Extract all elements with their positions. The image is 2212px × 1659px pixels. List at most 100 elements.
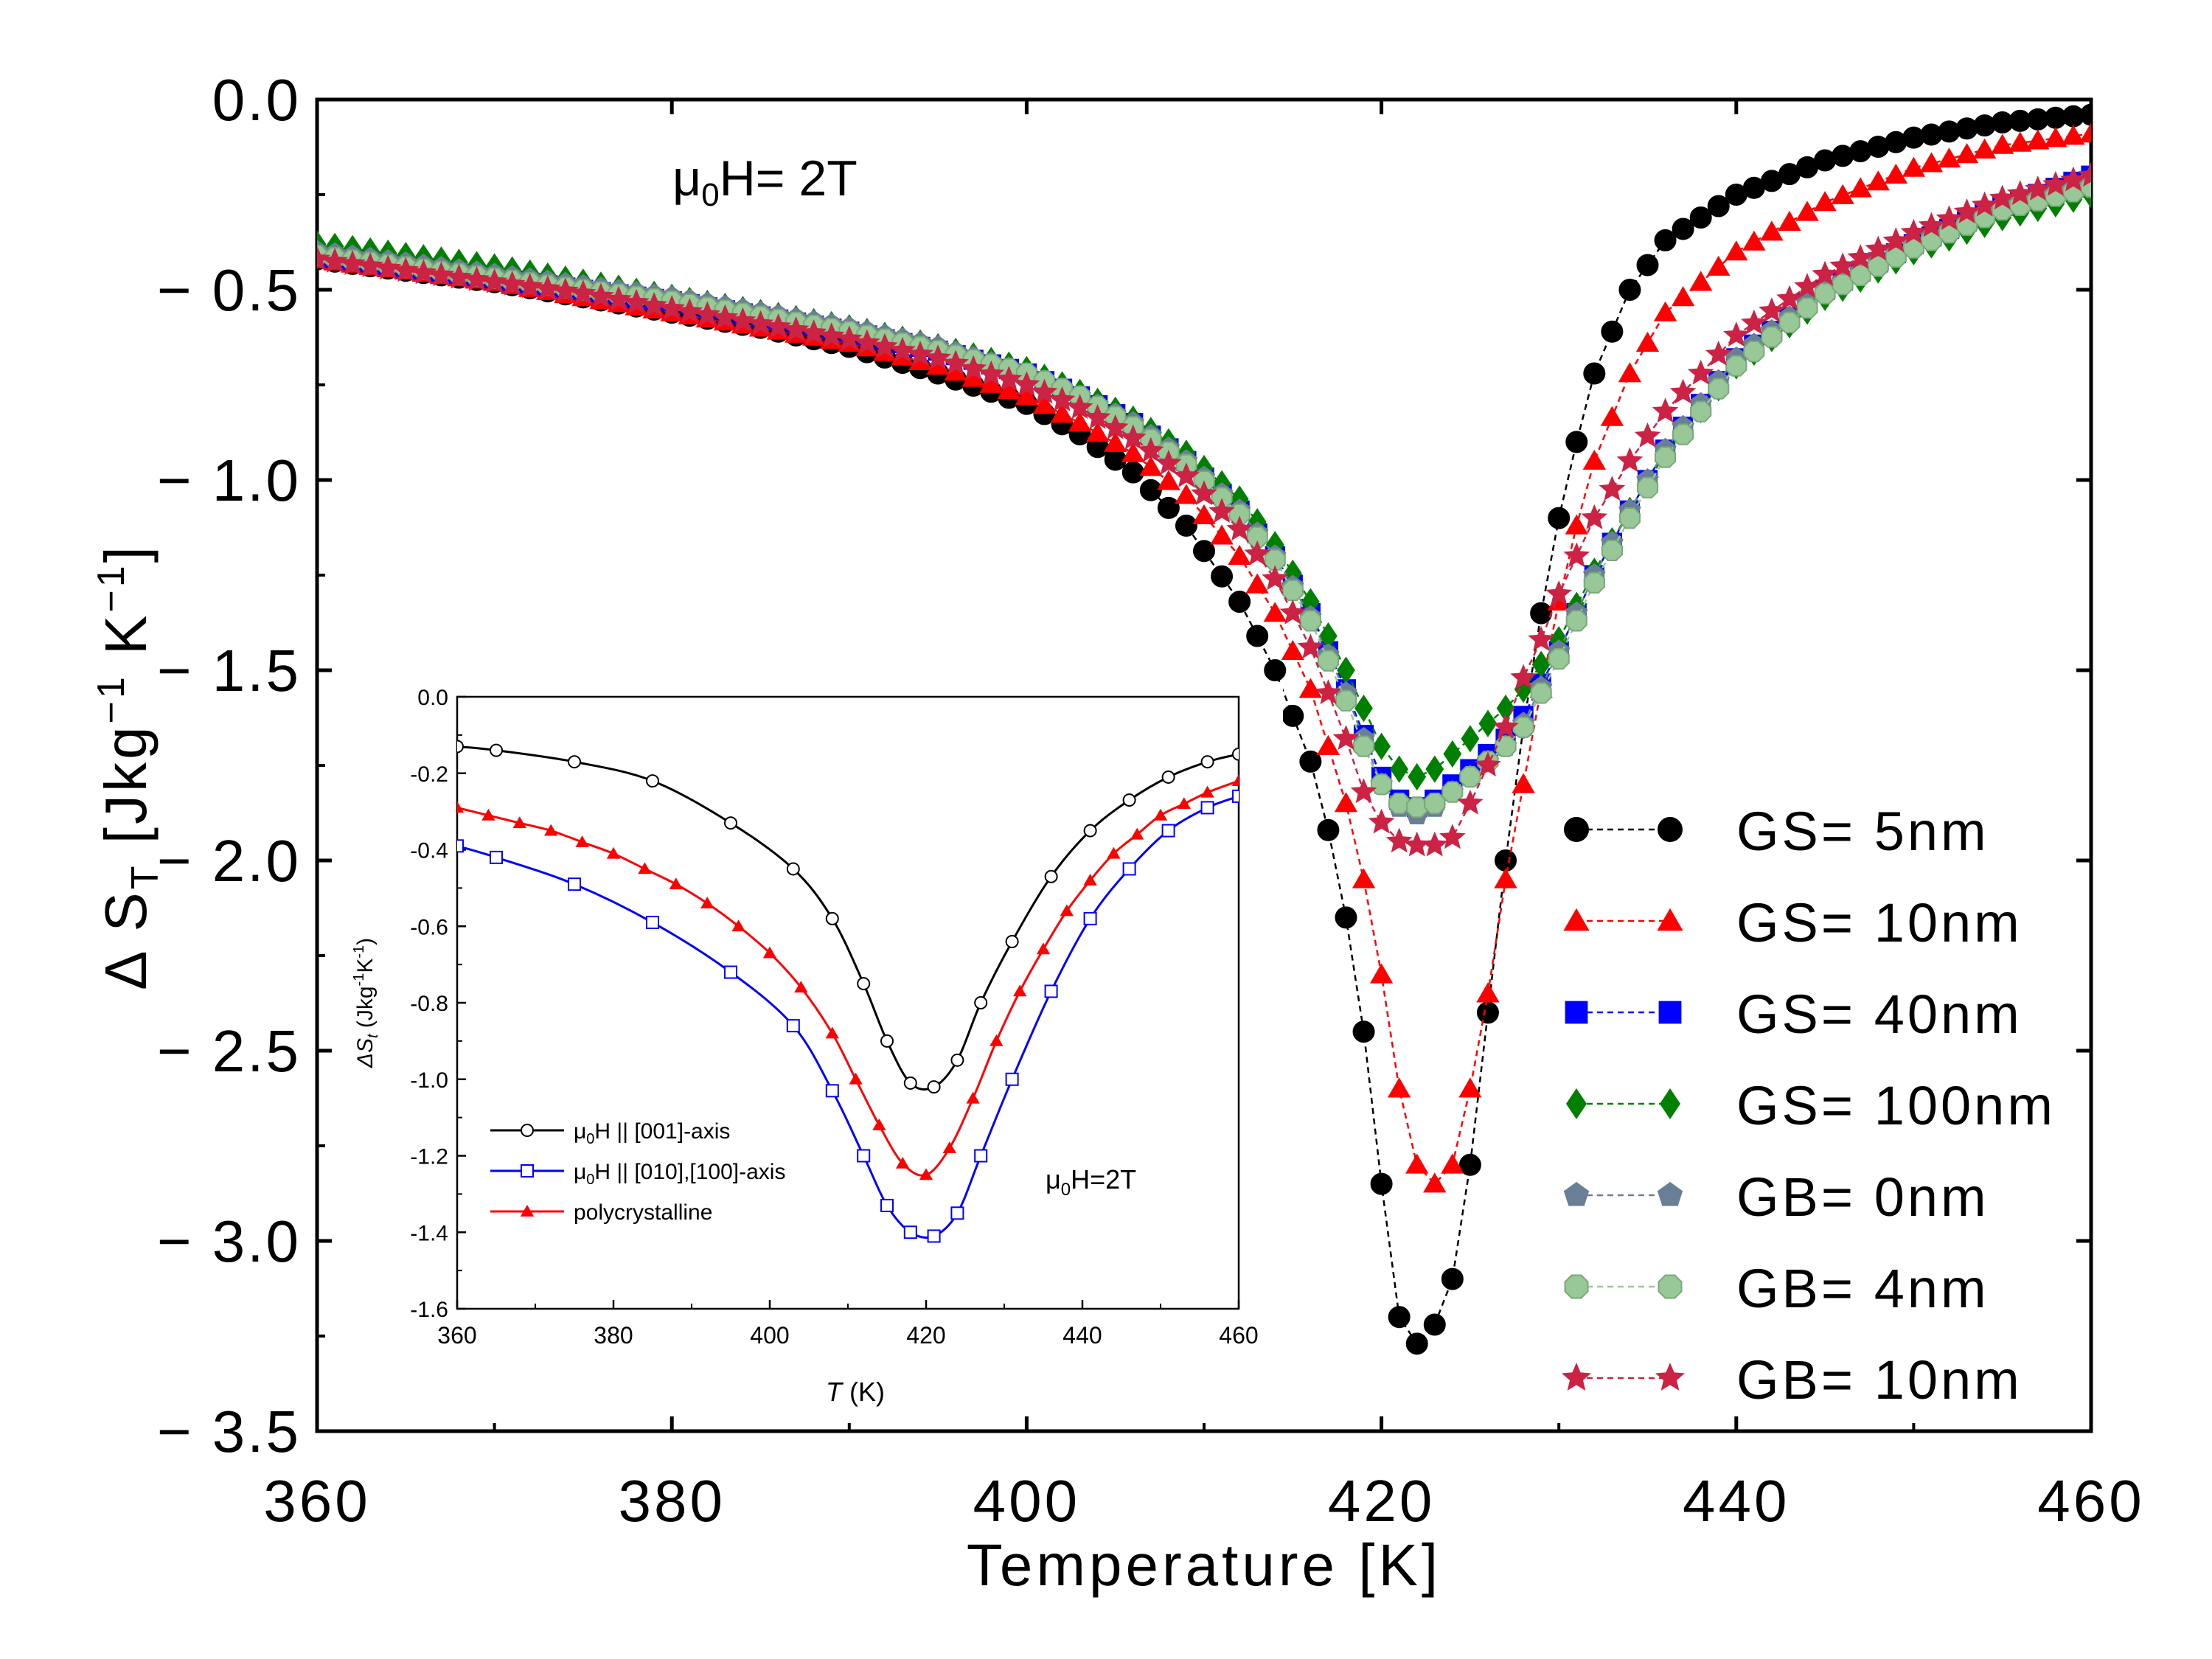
main-data-point xyxy=(1475,751,1501,777)
main-data-point xyxy=(1173,462,1200,488)
inset-data-point xyxy=(669,877,683,890)
main-data-point xyxy=(1900,218,1927,244)
main-data-point xyxy=(2079,122,2091,143)
main-y-tick-labels: 0.0 − 0.5 − 1.0 − 1.5 − 2.0 − 2.5 − 3.0 − 3.5 xyxy=(157,67,301,1464)
main-x-ticks xyxy=(315,100,2093,1431)
main-data-point xyxy=(1334,792,1358,813)
main-data-point xyxy=(1102,414,1129,439)
main-data-point xyxy=(1972,138,1997,159)
main-data-point xyxy=(1742,230,1766,251)
main-data-point xyxy=(1707,195,1730,218)
main-legend-marker xyxy=(1564,817,1589,842)
main-legend-marker xyxy=(1562,1363,1591,1391)
main-legend-marker xyxy=(1657,908,1683,931)
inset-series-2 xyxy=(457,774,1239,1180)
main-data-point xyxy=(1387,1077,1411,1098)
main-data-point xyxy=(1776,285,1803,310)
main-data-point xyxy=(445,263,473,289)
inset-data-point xyxy=(490,743,503,757)
main-data-point xyxy=(623,288,650,314)
inset-x-axis-label: T (K) xyxy=(826,1377,885,1407)
inset-data-point xyxy=(896,1156,910,1169)
main-data-point xyxy=(2060,166,2087,192)
main-data-point xyxy=(1264,659,1287,681)
main-data-point xyxy=(1512,773,1535,793)
main-data-point xyxy=(1794,273,1820,299)
inset-data-point xyxy=(1161,824,1175,838)
inset-legend-label-part: H || [010],[100]-axis xyxy=(594,1160,785,1184)
main-y-tick-label: − 1.0 xyxy=(157,448,301,513)
inset-legend-label-part: H || [001]-axis xyxy=(594,1119,730,1144)
inset-data-point xyxy=(1200,755,1214,769)
main-data-point xyxy=(1369,963,1394,984)
main-data-point xyxy=(1689,206,1712,229)
inset-data-point xyxy=(880,1198,894,1212)
main-data-point xyxy=(1760,220,1784,241)
main-data-point xyxy=(1743,341,1765,363)
main-data-point xyxy=(1953,198,1980,223)
main-data-point xyxy=(1601,539,1623,561)
main-data-point xyxy=(1653,301,1677,321)
main-data-point xyxy=(1193,540,1215,563)
main-data-point xyxy=(1175,484,1198,504)
main-data-point xyxy=(1350,778,1377,804)
main-data-point xyxy=(1370,1172,1393,1195)
inset-y-axis-label: ΔSt (Jkg-1K-1) xyxy=(351,938,381,1068)
main-data-point xyxy=(694,301,721,327)
inset-data-point xyxy=(942,1141,956,1153)
main-data-point xyxy=(1530,682,1552,704)
main-data-point xyxy=(1461,725,1480,753)
inset-legend-label: polycrystalline xyxy=(574,1200,712,1225)
main-legend: GS= 5nm GS= 10nm GS= 40nm GS= 100nm GB= 0nm G… xyxy=(1562,801,2053,1411)
main-data-point xyxy=(1601,320,1624,343)
inset-data-point xyxy=(1232,747,1239,761)
main-data-point xyxy=(1211,565,1234,588)
inset-data-point xyxy=(1005,935,1019,948)
inset-data-point xyxy=(731,919,745,932)
inset-data-point xyxy=(1231,774,1239,786)
main-data-point xyxy=(1208,498,1235,524)
main-data-point xyxy=(1299,750,1322,773)
main-data-point xyxy=(1672,218,1694,240)
main-data-point xyxy=(1262,565,1289,591)
main-legend-item: GS= 100nm xyxy=(1565,1075,2053,1136)
main-legend-item: GB= 0nm xyxy=(1563,1166,1986,1228)
main-data-point xyxy=(428,261,455,287)
inset-legend-marker xyxy=(521,1124,534,1137)
main-y-tick-label: − 2.0 xyxy=(157,828,301,894)
inset-data-point xyxy=(966,1091,980,1104)
inset-data-point xyxy=(825,1084,839,1098)
main-data-point xyxy=(1530,602,1553,625)
main-series-line xyxy=(317,174,2091,846)
inset-data-point xyxy=(490,850,503,864)
main-data-point xyxy=(570,279,597,305)
main-data-point xyxy=(1228,591,1251,613)
main-data-point xyxy=(1441,1153,1464,1174)
inset-legend-item: polycrystalline xyxy=(490,1200,712,1225)
inset-legend-item: μ0H || [001]-axis xyxy=(490,1119,730,1147)
main-data-point xyxy=(1618,279,1641,301)
inset-x-tick-label: 460 xyxy=(1219,1322,1258,1349)
inset-data-point xyxy=(1107,846,1121,859)
main-data-point xyxy=(1371,773,1393,796)
inset-data-point xyxy=(1200,785,1214,798)
inset-data-point xyxy=(1200,801,1214,815)
main-data-point xyxy=(1119,424,1147,450)
inset-data-point xyxy=(1153,808,1168,821)
inset-data-point xyxy=(903,1076,917,1090)
main-data-point xyxy=(2026,129,2050,150)
main-series xyxy=(317,103,2091,1355)
main-legend-marker xyxy=(1655,1363,1685,1391)
inset-y-tick-label: -0.8 xyxy=(410,992,448,1016)
main-y-tick-label: 0.0 xyxy=(212,67,301,133)
main-data-point xyxy=(1478,709,1498,737)
main-data-point xyxy=(872,333,898,358)
main-data-point xyxy=(1723,321,1750,347)
main-data-point xyxy=(907,340,933,366)
main-data-point xyxy=(1512,716,1534,738)
main-data-point xyxy=(1317,650,1339,672)
inset-data-point xyxy=(1013,984,1027,997)
inset-data-point xyxy=(794,981,808,993)
main-y-tick-label: − 0.5 xyxy=(157,257,301,323)
main-data-point xyxy=(1759,297,1785,323)
